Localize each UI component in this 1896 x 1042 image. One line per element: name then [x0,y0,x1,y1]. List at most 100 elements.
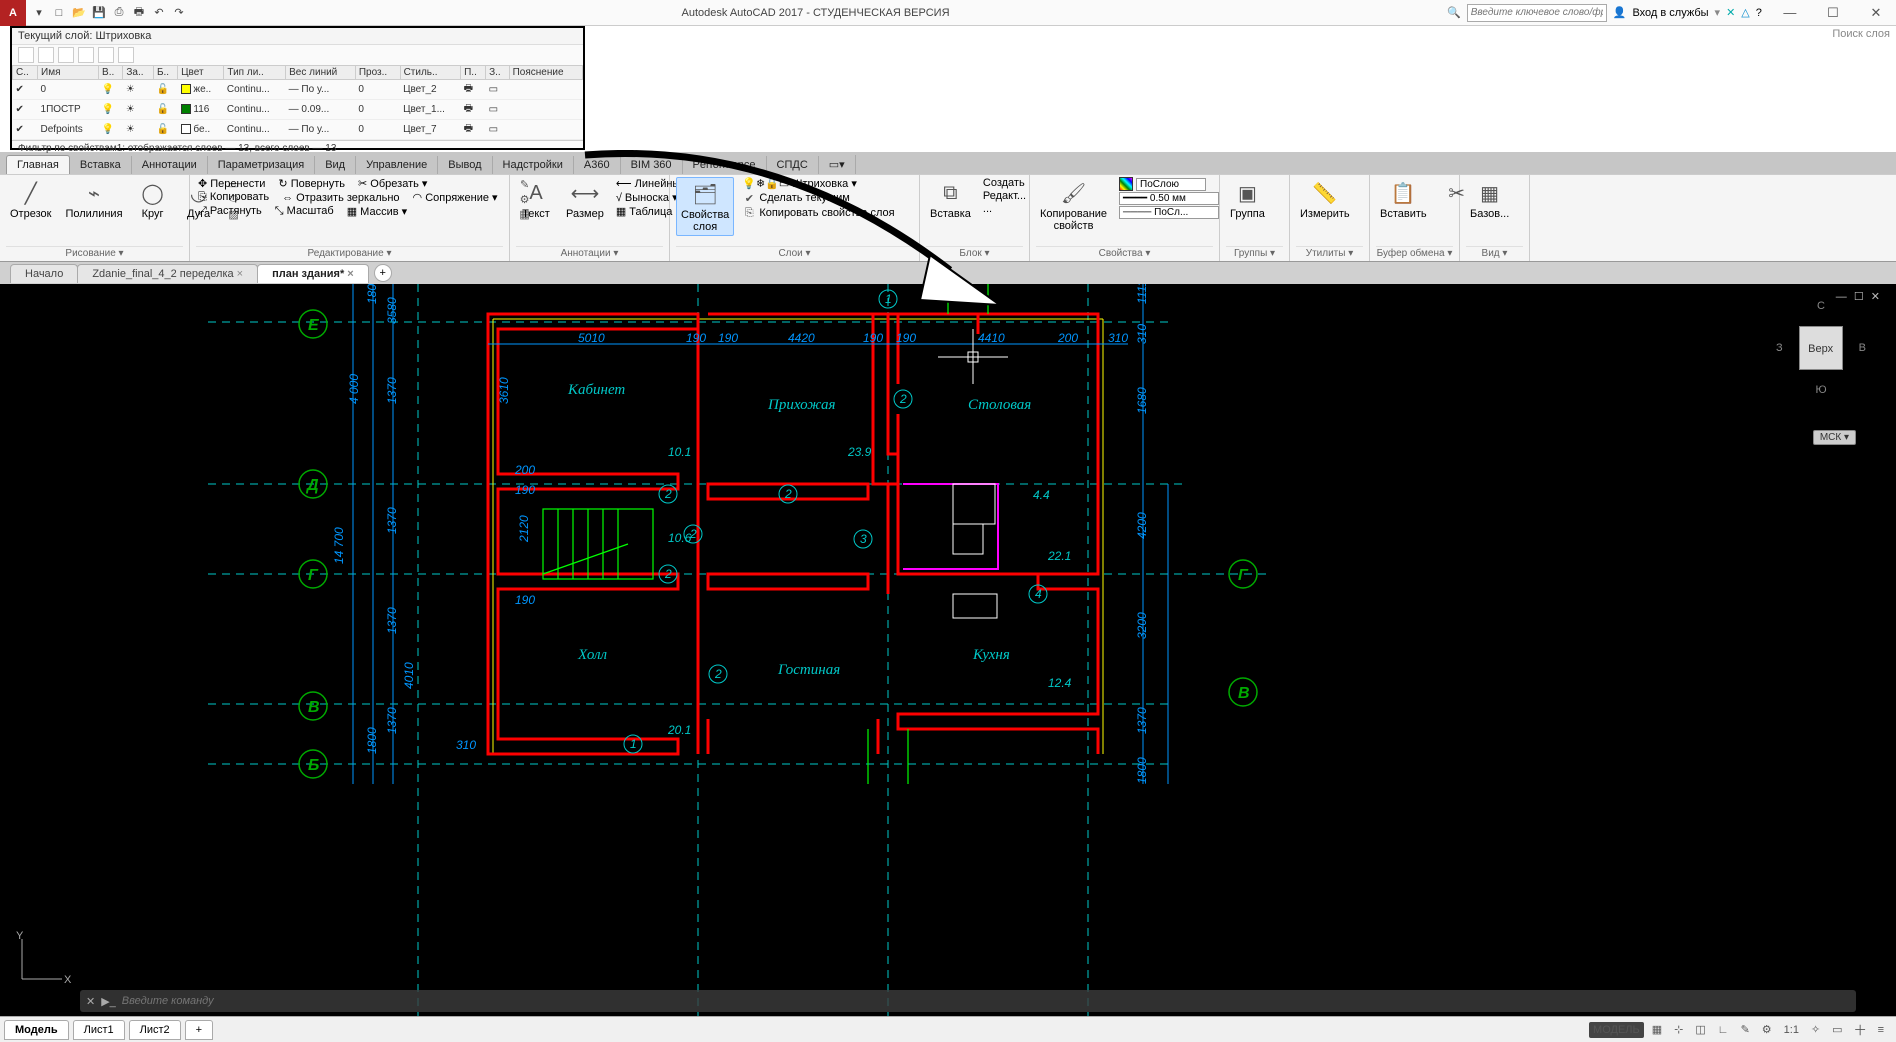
layer-table[interactable]: С..ИмяВ..За..Б..ЦветТип ли..Вес линийПро… [12,65,583,140]
modify-command[interactable]: ⎘ Копировать⇔ Отразить зеркально◠ Сопряж… [196,191,510,204]
status-toggle[interactable]: ✧ [1807,1021,1824,1038]
layer-properties-button[interactable]: 🗂Свойства слоя [676,177,734,236]
layer-row[interactable]: ✔0💡☀🔓 же..Continu...— По у...0Цвет_2🖶▭ [13,80,583,100]
redo-icon[interactable]: ↷ [170,4,188,22]
block-tool-button[interactable]: ... [981,203,1028,215]
viewcube-east[interactable]: В [1859,342,1866,354]
status-toggle[interactable]: 1:1 [1780,1022,1803,1038]
ribbon-tab[interactable]: СПДС [767,156,819,174]
maximize-button[interactable]: ☐ [1813,5,1853,21]
ribbon-tab[interactable]: Управление [356,156,438,174]
minimize-button[interactable]: — [1770,5,1810,20]
app-logo[interactable]: A [0,0,26,26]
status-toggle[interactable]: ◫ [1691,1021,1709,1038]
command-line[interactable]: ✕ ▶_ [80,990,1856,1012]
viewport-controls[interactable]: — ☐ ✕ [1836,290,1882,303]
document-tab[interactable]: Начало [10,264,78,283]
modify-command[interactable]: ⤢ Растянуть⤡ Масштаб▦ Массив ▾ [196,205,510,218]
layer-column-header[interactable]: Проз.. [355,66,400,80]
layer-properties-panel[interactable]: Текущий слой: Штриховка С..ИмяВ..За..Б..… [10,26,585,150]
match-properties-button[interactable]: 🖌Копирование свойств [1036,177,1111,234]
signin-user-icon[interactable]: 👤 [1613,6,1627,19]
layer-column-header[interactable]: Стиль.. [400,66,461,80]
ribbon-tab[interactable]: Надстройки [493,156,574,174]
cmd-close-icon[interactable]: ✕ [86,995,95,1008]
status-toggle[interactable]: ✎ [1737,1021,1754,1038]
open-icon[interactable]: 📂 [70,4,88,22]
ribbon-tab[interactable]: A360 [574,156,621,174]
layer-column-header[interactable]: П.. [461,66,486,80]
status-toggle[interactable]: ⊹ [1670,1021,1687,1038]
ribbon-tab[interactable]: Вид [315,156,356,174]
layer-column-header[interactable]: С.. [13,66,38,80]
layer-column-header[interactable]: Пояснение [509,66,582,80]
ribbon-tab[interactable]: BIM 360 [621,156,683,174]
lineweight-select[interactable]: ━━━━ 0.50 мм [1119,192,1219,205]
layer-column-header[interactable]: Цвет [178,66,224,80]
layout-tab-model[interactable]: Модель [4,1020,69,1040]
save-icon[interactable]: 💾 [90,4,108,22]
print-icon[interactable]: 🖶 [130,4,148,22]
match-layer-button[interactable]: ⎘Копировать свойства слоя [740,206,896,220]
dimension-button[interactable]: ⟷Размер [562,177,608,222]
color-select[interactable]: ПоСлою [1136,178,1206,191]
layout-tab[interactable]: Лист2 [129,1020,181,1040]
status-toggle[interactable]: ⚙ [1758,1021,1776,1038]
layer-column-header[interactable]: Тип ли.. [224,66,286,80]
layer-column-header[interactable]: Вес линий [286,66,356,80]
linetype-select[interactable]: ──── ПоСл... [1119,206,1219,219]
polyline-button[interactable]: ⌁Полилиния [61,177,126,222]
paste-button[interactable]: 📋Вставить [1376,177,1431,222]
document-tab[interactable]: Zdanie_final_4_2 переделка × [77,264,258,283]
ribbon-tab[interactable]: Performance [683,156,767,174]
modify-command[interactable]: ✥ Перенести↻ Повернуть✂ Обрезать ▾ [196,177,510,190]
exchange-icon[interactable]: ✕ [1726,6,1735,19]
layout-tab[interactable]: Лист1 [73,1020,125,1040]
close-button[interactable]: ✕ [1856,5,1896,21]
ribbon-minimize[interactable]: ▭▾ [819,155,856,174]
help-icon[interactable]: ? [1756,7,1762,19]
qat-menu[interactable]: ▾ [30,4,48,22]
layer-row[interactable]: ✔1ПОСТР💡☀🔓 116Continu...— 0.09...0Цвет_1… [13,100,583,120]
undo-icon[interactable]: ↶ [150,4,168,22]
viewcube-face[interactable]: Верх [1799,326,1843,370]
viewcube-west[interactable]: З [1776,342,1783,354]
circle-button[interactable]: ◯Круг [133,177,173,222]
layer-tool-icon[interactable] [118,47,134,63]
new-icon[interactable]: □ [50,4,68,22]
layer-column-header[interactable]: Имя [38,66,99,80]
layer-tool-icon[interactable] [58,47,74,63]
layer-tool-icon[interactable] [18,47,34,63]
command-input[interactable] [122,995,1850,1007]
layer-tool-icon[interactable] [78,47,94,63]
a360-icon[interactable]: △ [1741,6,1749,19]
create-block-button[interactable]: Создать [981,177,1028,189]
layer-tool-icon[interactable] [38,47,54,63]
ribbon-tab[interactable]: Вставка [70,156,132,174]
ribbon-tab[interactable]: Параметризация [208,156,315,174]
layer-tool-icon[interactable] [98,47,114,63]
insert-block-button[interactable]: ⧉Вставка [926,177,975,222]
line-button[interactable]: ╱Отрезок [6,177,55,222]
status-toggle[interactable]: ≡ [1874,1022,1888,1038]
ribbon-tab[interactable]: Вывод [438,156,492,174]
status-toggle[interactable]: ∟ [1714,1022,1733,1038]
measure-button[interactable]: 📏Измерить [1296,177,1354,222]
status-toggle[interactable]: ▭ [1828,1021,1846,1038]
status-toggle[interactable]: ▦ [1648,1021,1666,1038]
group-button[interactable]: ▣Группа [1226,177,1269,222]
layer-column-header[interactable]: Б.. [153,66,177,80]
view-cube[interactable]: С З Верх В Ю [1776,300,1866,420]
ucs-label[interactable]: МСК ▾ [1813,430,1856,445]
saveas-icon[interactable]: ⎙ [110,4,128,22]
help-search-input[interactable] [1467,4,1607,22]
layer-column-header[interactable]: З.. [486,66,510,80]
status-toggle[interactable]: МОДЕЛЬ [1589,1022,1644,1038]
status-toggle[interactable]: 十 [1851,1020,1870,1040]
text-button[interactable]: AТекст [516,177,556,222]
ribbon-tab[interactable]: Аннотации [132,156,208,174]
make-current-button[interactable]: ✔Сделать текущим [740,191,896,205]
layer-column-header[interactable]: За.. [123,66,154,80]
baseview-button[interactable]: ▦Базов... [1466,177,1513,222]
layer-dropdown[interactable]: 💡❄🔒▭ Штриховка ▾ [740,177,896,190]
